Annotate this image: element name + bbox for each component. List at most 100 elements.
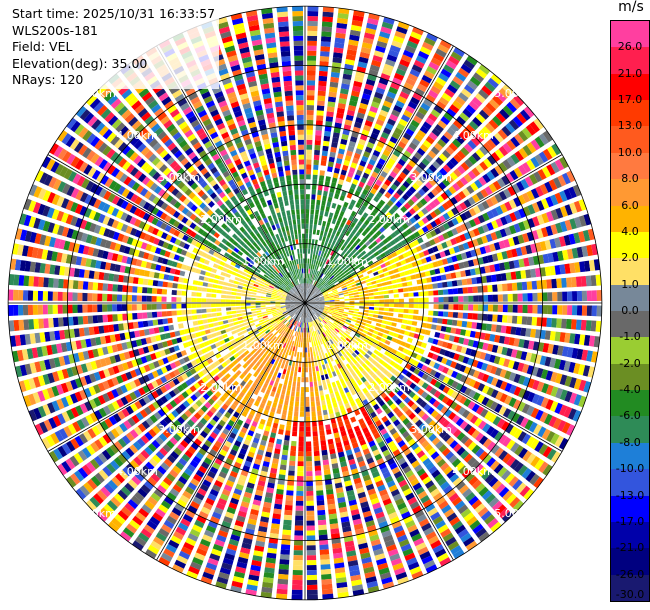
velocity-gate [352,365,358,371]
velocity-gate [563,188,573,201]
velocity-gate [293,411,299,417]
velocity-gate [413,231,421,238]
velocity-gate [475,148,485,159]
velocity-gate [325,285,330,290]
velocity-gate [455,271,462,278]
velocity-gate [342,73,352,80]
velocity-gate [339,305,345,307]
velocity-gate [544,266,551,276]
velocity-gate [317,519,327,526]
velocity-gate [433,310,439,316]
velocity-gate [322,6,334,13]
velocity-gate [368,158,376,166]
velocity-gate [499,393,508,403]
velocity-gate [300,401,305,407]
velocity-gate [477,394,485,404]
velocity-gate [492,294,498,302]
velocity-gate [213,322,219,327]
velocity-gate [306,288,308,294]
velocity-gate [471,152,481,162]
velocity-gate [439,251,446,258]
velocity-gate [311,189,317,195]
velocity-gate [484,411,493,421]
velocity-gate [382,333,388,339]
velocity-gate [377,315,384,319]
velocity-gate [366,141,375,149]
velocity-gate [280,394,285,400]
velocity-gate [395,68,406,77]
velocity-gate [305,387,309,393]
velocity-gate [424,241,432,248]
velocity-gate [343,124,352,131]
velocity-gate [490,152,501,162]
velocity-gate [477,466,488,477]
velocity-gate [405,228,413,235]
velocity-gate [350,136,358,143]
velocity-gate [350,162,358,169]
velocity-gate [429,229,437,237]
velocity-gate [370,187,377,195]
velocity-gate [322,145,329,152]
velocity-gate [353,325,359,330]
velocity-gate [563,234,571,246]
velocity-gate [409,233,416,241]
velocity-gate [382,166,391,174]
velocity-gate [452,477,463,487]
velocity-gate [433,104,444,114]
velocity-gate [333,52,343,59]
velocity-gate [276,488,284,495]
velocity-gate [295,391,300,397]
velocity-gate [362,212,369,219]
velocity-gate [398,308,404,313]
velocity-gate [334,42,345,49]
velocity-gate [525,244,533,255]
velocity-gate [327,101,336,108]
velocity-gate [321,267,325,273]
velocity-gate [283,440,290,446]
velocity-gate [378,291,384,295]
velocity-gate [290,450,296,457]
velocity-gate [494,165,504,175]
velocity-gate [327,161,334,168]
velocity-gate [327,249,332,255]
velocity-gate [526,316,533,326]
velocity-gate [442,149,451,159]
velocity-gate [484,265,491,274]
velocity-gate [306,293,309,299]
velocity-gate [449,157,459,167]
velocity-gate [439,167,448,177]
velocity-gate [440,68,452,78]
velocity-gate [460,329,467,336]
velocity-gate [393,308,399,313]
velocity-gate [493,463,504,474]
velocity-gate [434,252,442,260]
velocity-gate [310,396,315,402]
velocity-gate [317,293,323,297]
velocity-gate [317,505,325,511]
velocity-gate [330,256,335,262]
velocity-gate [559,221,568,232]
velocity-gate [408,186,417,194]
velocity-gate [326,243,331,249]
velocity-gate [438,311,444,317]
velocity-gate [295,346,298,352]
velocity-gate [515,350,523,360]
velocity-gate [513,210,522,220]
velocity-gate [305,421,311,427]
velocity-gate [265,308,272,311]
velocity-gate [308,306,312,311]
velocity-gate [285,495,294,501]
velocity-gate [496,345,504,355]
velocity-gate [310,264,313,270]
velocity-gate [319,370,324,376]
velocity-gate [498,434,508,445]
velocity-gate [320,205,325,211]
velocity-gate [566,347,574,358]
velocity-gate [386,254,393,260]
velocity-gate [295,361,299,367]
velocity-gate [282,524,292,531]
velocity-gate [332,313,338,317]
velocity-gate [492,115,503,127]
velocity-gate [289,460,296,466]
velocity-gate [314,465,322,471]
